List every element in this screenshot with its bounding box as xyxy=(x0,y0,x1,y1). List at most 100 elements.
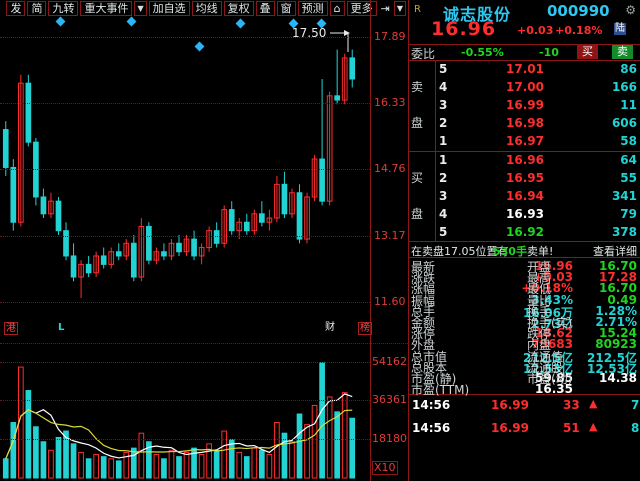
stat-label-right: 开盘 xyxy=(527,260,552,274)
stat-label-left: 外盘 xyxy=(411,338,436,353)
toolbar-button-b5[interactable]: 预测 xyxy=(297,1,328,16)
toolbar-button-b0[interactable]: 加自选 xyxy=(148,1,190,16)
order-price: 16.99 xyxy=(506,98,544,112)
toolbar-button-b4[interactable]: 窗 xyxy=(276,1,296,16)
order-volume: 341 xyxy=(611,189,637,203)
order-book-row[interactable]: 1 16.97 58 xyxy=(409,133,640,151)
chart-toolbar: 发简九转 重大事件 ▼ 加自选 均线 复权叠窗预测 ⌂ 更多 ⇥ ▼ xyxy=(0,0,408,17)
toolbar-button-b3[interactable]: 叠 xyxy=(255,1,275,16)
order-volume: 79 xyxy=(620,207,637,221)
sell-side-label-2: 盘 xyxy=(411,116,424,130)
weibi-row: 委比 -0.55% -10 买 卖 xyxy=(409,45,640,61)
tick-row[interactable]: 14:56 16.99 51 ▲ 8 xyxy=(409,418,640,441)
chart-marker-港[interactable]: 港 xyxy=(4,322,18,335)
order-level: 3 xyxy=(439,98,448,112)
chart-marker-L[interactable]: L xyxy=(58,322,65,333)
order-book-row[interactable]: 2 16.95 55 xyxy=(409,170,640,188)
notice-suffix: 卖单! xyxy=(527,245,554,258)
collapse-icon[interactable]: ⇥ xyxy=(380,2,390,15)
chart-marker-榜[interactable]: 榜 xyxy=(358,322,372,335)
order-volume: 11 xyxy=(620,98,637,112)
price-axis-tick: 17.89 xyxy=(374,30,406,44)
stat-value-left: 16.35 xyxy=(535,382,573,397)
stat-value-right: 2.71% xyxy=(595,315,637,329)
tick-row[interactable]: 14:56 16.99 33 ▲ 7 xyxy=(409,395,640,418)
pane-separator xyxy=(0,343,408,344)
stat-label-left: 总市值 xyxy=(411,349,448,364)
order-level: 5 xyxy=(439,225,448,239)
volume-axis-tick: 36361 xyxy=(372,393,407,407)
toolbar-button-0[interactable]: 发 xyxy=(6,1,26,16)
order-book-row[interactable]: 4 16.93 79 xyxy=(409,206,640,224)
stat-row: 市盈(静) 59.85 市盈(动) 14.38 xyxy=(409,370,640,386)
order-volume: 64 xyxy=(620,153,637,167)
order-book-row[interactable]: 5 17.01 86 xyxy=(409,61,640,79)
stat-row: 涨跌 +0.03 最高 17.28 xyxy=(409,269,640,286)
stat-label-left: 涨跌 xyxy=(411,271,436,286)
order-book-row[interactable]: 3 16.94 341 xyxy=(409,188,640,206)
stat-value-right: 16.70 xyxy=(599,281,637,296)
price-axis-tick: 16.33 xyxy=(374,96,406,109)
order-price: 16.98 xyxy=(506,116,544,130)
order-book-row[interactable]: 5 16.92 378 xyxy=(409,224,640,242)
stat-label-left: 总手 xyxy=(411,304,436,319)
stat-row: 总股本 12.53亿 流通股 12.53亿 xyxy=(409,359,640,376)
candlestick-chart[interactable] xyxy=(0,0,370,481)
order-level: 2 xyxy=(439,171,448,185)
order-price: 16.97 xyxy=(506,134,544,148)
order-volume: 378 xyxy=(611,225,637,239)
tick-time: 14:56 xyxy=(412,421,451,435)
order-volume: 606 xyxy=(611,116,637,130)
price-annotation: 17.50 xyxy=(292,26,327,40)
notice-detail-link[interactable]: 查看详细 xyxy=(593,245,637,258)
volume-chart[interactable] xyxy=(0,0,370,481)
stat-label-right: 市盈(动) xyxy=(527,372,573,386)
stat-value-right: 0.49 xyxy=(607,292,637,307)
stat-value-left: 79683 xyxy=(531,337,573,352)
order-book-row[interactable]: 1 16.96 64 xyxy=(409,152,640,170)
chart-marker-财[interactable]: 财 xyxy=(325,322,335,333)
price-axis-tick: 11.60 xyxy=(374,295,406,309)
lock-icon[interactable]: ⌂ xyxy=(329,1,345,16)
order-level: 3 xyxy=(439,189,448,203)
toolbar-button-b2[interactable]: 复权 xyxy=(223,1,254,16)
stat-value-left: 212.5亿 xyxy=(523,350,573,365)
buy-button[interactable]: 买 xyxy=(577,45,598,59)
sell-button[interactable]: 卖 xyxy=(612,45,633,59)
stat-value-left: +0.18% xyxy=(521,281,573,296)
stat-label-right: 换手(实) xyxy=(527,316,573,330)
stat-value-right: 80923 xyxy=(595,337,637,352)
toolbar-button-3[interactable]: 重大事件 xyxy=(80,1,133,16)
toolbar-button-1[interactable]: 简 xyxy=(27,1,47,16)
order-price: 16.94 xyxy=(506,189,544,203)
toolbar-more-button[interactable]: 更多 xyxy=(346,1,377,16)
change-absolute: +0.03 xyxy=(517,24,554,37)
stat-row: 总市值 212.5亿 流通值 212.5亿 xyxy=(409,348,640,365)
stat-value-right: 16.70 xyxy=(599,259,637,273)
stat-value-left: 18.62 xyxy=(535,326,573,341)
stock-name: 诚志股份 xyxy=(443,5,512,24)
stat-value-left: 2.73亿 xyxy=(531,317,573,331)
order-book: 5 17.01 86 4 17.00 166 3 16.99 11 2 16.98 606 1 16.97… xyxy=(409,61,640,242)
toolbar-chevron-down-icon-2[interactable]: ▼ xyxy=(393,1,406,16)
toolbar-button-b1[interactable]: 均线 xyxy=(191,1,222,16)
order-volume: 58 xyxy=(620,134,637,148)
stat-label-right: 换手 xyxy=(527,304,552,319)
stock-code: 000990 xyxy=(547,2,610,20)
stat-value-right: 212.5亿 xyxy=(587,350,637,365)
gear-icon[interactable]: ⚙ xyxy=(625,3,636,17)
order-book-row[interactable]: 4 17.00 166 xyxy=(409,79,640,97)
stat-row: 振幅 3.43% 量比 0.49 xyxy=(409,292,640,308)
order-book-row[interactable]: 3 16.99 11 xyxy=(409,97,640,115)
volume-gridline xyxy=(0,400,370,402)
buy-side-label-1: 买 xyxy=(411,171,424,185)
notice-bar[interactable]: 在卖盘17.05位置有 530手 卖单! 查看详细 xyxy=(409,242,640,258)
volume-axis-tick: 18180 xyxy=(372,432,407,446)
order-book-row[interactable]: 2 16.98 606 xyxy=(409,115,640,133)
order-price: 16.93 xyxy=(506,207,544,221)
tick-direction-up-icon: ▲ xyxy=(589,397,598,410)
toolbar-button-2[interactable]: 九转 xyxy=(48,1,79,16)
toolbar-chevron-down-icon[interactable]: ▼ xyxy=(134,1,147,16)
stat-value-right: 17.28 xyxy=(599,270,637,285)
price-axis-tick: 14.76 xyxy=(374,162,406,176)
